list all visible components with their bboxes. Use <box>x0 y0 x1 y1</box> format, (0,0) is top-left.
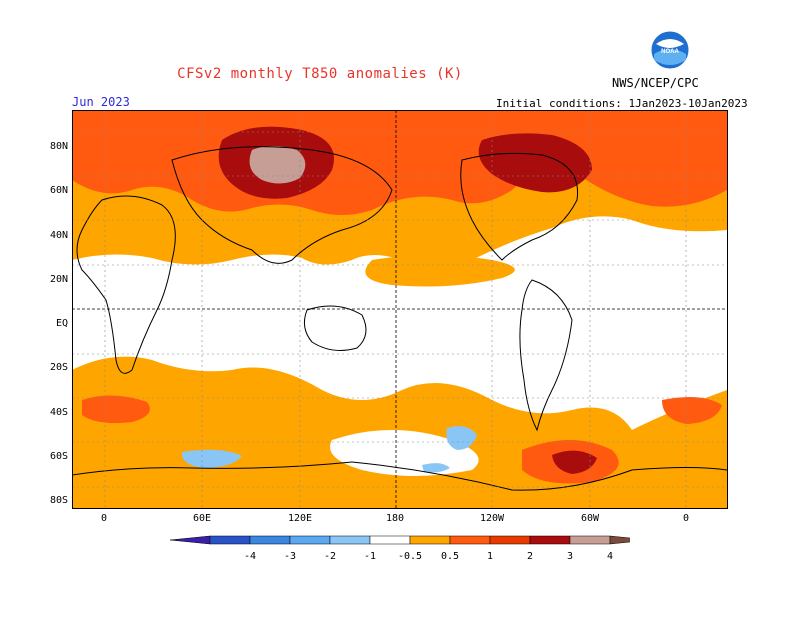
lon-label: 60E <box>193 513 212 524</box>
lon-label: 120W <box>480 513 505 524</box>
colorbar-cell <box>489 535 531 545</box>
colorbar-cell <box>449 535 491 545</box>
graticule <box>72 110 727 509</box>
equator-dateline <box>72 110 727 509</box>
valid-month-label: Jun 2023 <box>72 95 130 109</box>
colorbar-tick-label: -0.5 <box>398 551 422 562</box>
colorbar-cell <box>569 535 611 545</box>
colorbar-tick-label: 2 <box>527 551 533 562</box>
lon-label: 120E <box>288 513 313 524</box>
colorbar-cell <box>170 535 211 545</box>
colorbar-cell <box>289 535 331 545</box>
colorbar-tick-label: 4 <box>607 551 613 562</box>
noaa-logo-text: NOAA <box>661 49 679 55</box>
colorbar-cell <box>529 535 571 545</box>
colorbar-cell <box>609 535 630 545</box>
lat-label: 60S <box>49 451 68 463</box>
colorbar-tick-label: -3 <box>284 551 296 562</box>
lon-label: 60W <box>581 513 600 524</box>
lat-label: 20S <box>49 362 68 374</box>
colorbar-tick-label: 0.5 <box>441 551 459 562</box>
colorbar-cell <box>249 535 291 545</box>
colorbar-cell <box>409 535 451 545</box>
map-title: CFSv2 monthly T850 anomalies (K) <box>177 66 463 82</box>
anomaly-map <box>72 110 728 509</box>
lon-label: 0 <box>683 513 690 524</box>
initial-conditions-label: Initial conditions: 1Jan2023-10Jan2023 <box>496 97 748 110</box>
colorbar-tick-label: -4 <box>244 551 256 562</box>
noaa-logo: NOAA <box>650 30 690 74</box>
colorbar-tick-label: -2 <box>324 551 336 562</box>
map-frame <box>72 110 728 509</box>
lat-label: EQ <box>55 318 68 330</box>
anomaly-field <box>72 110 727 509</box>
lat-label: 40N <box>49 229 68 241</box>
latitude-labels: 80N 60N 40N 20N EQ 20S 40S 60S 80S <box>38 125 68 524</box>
lat-label: 60N <box>49 185 68 197</box>
lat-label: 20N <box>49 273 68 285</box>
colorbar: -4 -3 -2 -1 -0.5 0.5 1 2 3 4 <box>170 535 630 562</box>
agency-label: NWS/NCEP/CPC <box>612 76 699 90</box>
colorbar-cell <box>369 535 411 545</box>
colorbar-cell <box>329 535 371 545</box>
lat-label: 40S <box>49 406 68 418</box>
lat-label: 80S <box>49 495 68 507</box>
colorbar-tick-label: 1 <box>487 551 493 562</box>
lat-label: 80N <box>49 141 68 152</box>
colorbar-tick-label: 3 <box>567 551 573 562</box>
colorbar-tick-label: -1 <box>364 551 376 562</box>
lon-label: 180 <box>386 513 405 524</box>
lon-label: 0 <box>101 513 108 524</box>
colorbar-cell <box>209 535 251 545</box>
